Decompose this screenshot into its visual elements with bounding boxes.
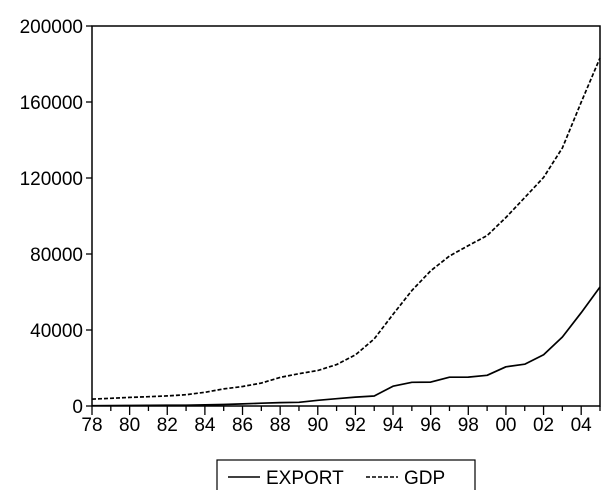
legend: EXPORT GDP	[216, 459, 476, 490]
y-tick-label: 40000	[30, 321, 83, 342]
x-tick-label: 94	[382, 415, 404, 436]
legend-label-export: EXPORT	[266, 468, 344, 489]
y-tick-label: 160000	[20, 93, 83, 114]
y-tick-label: 120000	[20, 169, 83, 190]
series-line-gdp	[91, 57, 601, 400]
legend-label-gdp: GDP	[404, 468, 445, 489]
y-axis: 0 40000 80000 120000 160000 200000	[20, 17, 92, 418]
x-tick-label: 84	[194, 415, 216, 436]
plot-frame	[91, 25, 601, 407]
x-tick-label: 98	[458, 415, 479, 436]
x-tick-label: 02	[533, 415, 554, 436]
x-tick-label: 80	[119, 415, 140, 436]
x-tick-label: 88	[270, 415, 291, 436]
x-tick-label: 90	[307, 415, 328, 436]
x-axis: 78 80 82 84 86 88 90 92 94 96 98 00 02 04	[81, 406, 601, 436]
x-tick-label: 96	[420, 415, 441, 436]
x-tick-label: 04	[571, 415, 593, 436]
x-tick-label: 00	[495, 415, 516, 436]
y-tick-label: 0	[72, 397, 83, 418]
legend-box	[216, 459, 476, 490]
series-line-export	[91, 286, 601, 407]
x-tick-label: 78	[81, 415, 102, 436]
x-tick-label: 92	[345, 415, 366, 436]
x-tick-label: 86	[232, 415, 253, 436]
y-tick-label: 80000	[30, 245, 83, 266]
series-layer	[91, 57, 601, 407]
x-tick-label: 82	[157, 415, 178, 436]
y-tick-label: 200000	[20, 17, 83, 38]
